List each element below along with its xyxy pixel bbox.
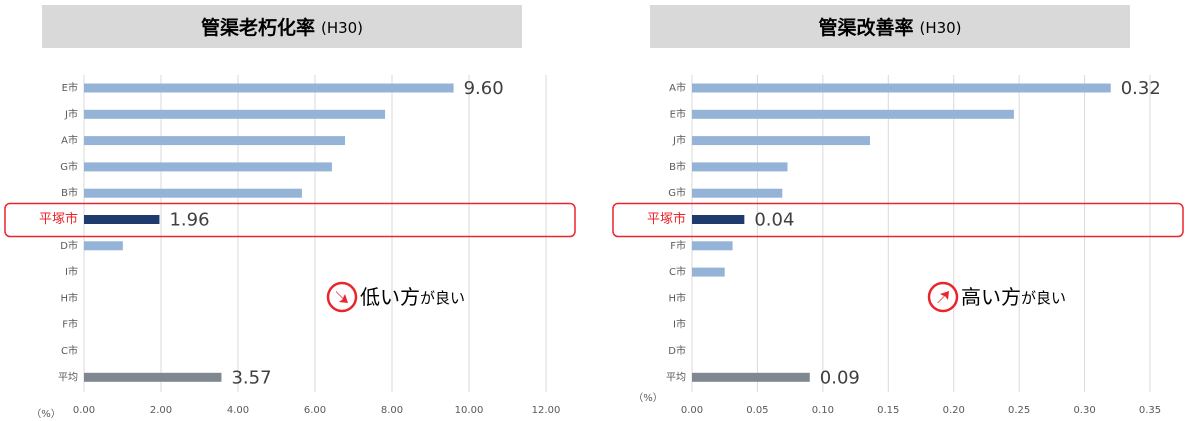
bar	[692, 241, 733, 251]
annotation-main: 低い方	[360, 285, 420, 309]
category-label: D市	[60, 239, 78, 252]
category-label: 平塚市	[39, 211, 78, 227]
category-label: I市	[65, 265, 78, 278]
value-label: 1.96	[169, 210, 209, 231]
annotation-main: 高い方	[961, 285, 1021, 309]
bar	[84, 241, 123, 251]
value-label: 0.04	[754, 210, 794, 231]
highlight-box	[612, 202, 1184, 238]
category-label: F市	[670, 239, 686, 252]
category-label: H市	[668, 291, 686, 304]
bar	[692, 83, 1111, 93]
bar	[84, 162, 332, 172]
x-tick-label: 0.30	[1073, 405, 1095, 416]
bar	[84, 136, 346, 146]
x-tick-label: 0.25	[1008, 405, 1030, 416]
chart-title: 管渠改善率 (H30)	[818, 16, 961, 39]
x-tick-label: 0.05	[746, 405, 768, 416]
category-label: C市	[61, 344, 78, 357]
x-tick-label: 4.00	[227, 405, 249, 416]
bar	[84, 83, 454, 93]
title-sub: (H30)	[321, 19, 363, 37]
annotation-small: が良い	[420, 289, 465, 307]
x-tick-label: 0.10	[812, 405, 834, 416]
x-tick-label: 10.00	[455, 405, 484, 416]
bar	[692, 136, 870, 146]
category-label: 平均	[666, 371, 686, 383]
annotation-arrow	[937, 291, 949, 303]
category-label: E市	[670, 107, 686, 120]
annotation: 高い方が良い	[961, 285, 1066, 309]
x-tick-label: 0.20	[943, 405, 965, 416]
chart-title: 管渠老朽化率 (H30)	[201, 16, 363, 39]
category-label: A市	[669, 81, 686, 94]
bar	[84, 188, 302, 198]
annotation-arrow	[336, 291, 348, 303]
value-label: 0.09	[820, 367, 860, 388]
category-label: E市	[62, 81, 78, 94]
category-label: 平均	[58, 371, 78, 383]
bar	[692, 215, 745, 224]
highlight-box	[4, 202, 576, 238]
x-tick-label: 0.00	[681, 405, 703, 416]
x-tick-label: 8.00	[381, 405, 403, 416]
category-label: G市	[668, 186, 686, 199]
title-main: 管渠老朽化率	[201, 16, 315, 39]
category-label: 平塚市	[647, 211, 686, 227]
category-label: I市	[673, 318, 686, 331]
annotation: 低い方が良い	[360, 285, 465, 309]
bar	[692, 162, 788, 172]
x-tick-label: 2.00	[150, 405, 172, 416]
category-label: F市	[62, 318, 78, 331]
category-label: B市	[61, 186, 78, 199]
title-banner	[42, 5, 522, 48]
bar	[84, 109, 386, 119]
bar	[84, 372, 222, 382]
category-label: A市	[61, 134, 78, 147]
x-tick-label: 0.00	[73, 405, 95, 416]
x-tick-label: 12.00	[532, 405, 561, 416]
category-label: H市	[60, 291, 78, 304]
category-label: J市	[672, 134, 686, 147]
x-tick-label: 0.15	[877, 405, 899, 416]
annotation-small: が良い	[1021, 289, 1066, 307]
category-label: C市	[669, 265, 686, 278]
category-label: D市	[668, 344, 686, 357]
unit-label: （%）	[633, 392, 663, 404]
x-tick-label: 6.00	[304, 405, 326, 416]
title-sub: (H30)	[919, 19, 961, 37]
bar	[692, 188, 783, 198]
bar	[84, 215, 160, 224]
x-tick-label: 0.35	[1139, 405, 1161, 416]
unit-label: （%）	[31, 408, 61, 420]
category-label: B市	[669, 160, 686, 173]
title-main: 管渠改善率	[818, 16, 913, 39]
category-label: J市	[64, 107, 78, 120]
value-label: 3.57	[231, 367, 271, 388]
title-banner	[650, 5, 1130, 48]
bar	[692, 372, 810, 382]
value-label: 0.32	[1121, 78, 1161, 99]
category-label: G市	[60, 160, 78, 173]
bar	[692, 267, 725, 277]
value-label: 9.60	[464, 78, 504, 99]
bar	[692, 109, 1014, 119]
